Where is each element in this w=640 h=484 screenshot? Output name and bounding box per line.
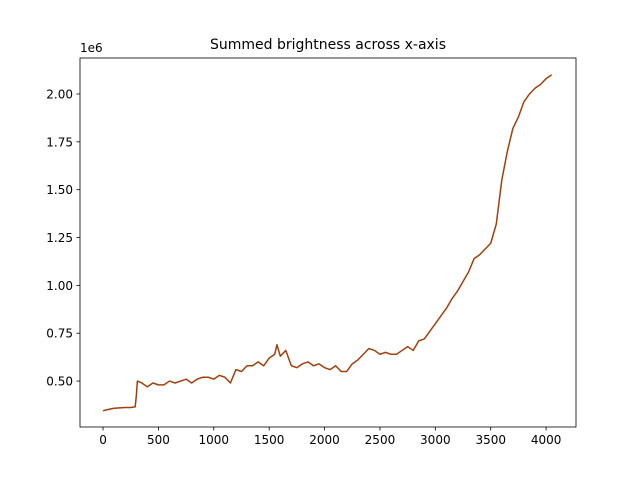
axes-frame [79,57,577,428]
y-tick-label: 1.50 [46,183,73,197]
x-tick-label: 3000 [420,433,451,447]
line [102,74,553,412]
y-tick-label: 1.25 [46,231,73,245]
x-tick-label: 500 [147,433,170,447]
x-tick-label: 2500 [365,433,396,447]
chart-title: Summed brightness across x-axis [210,37,446,53]
y-tick-label: 1.00 [46,279,73,293]
offset-text: 1e6 [80,41,103,55]
y-tick-label: 2.00 [46,87,73,101]
x-tick-label: 4000 [531,433,562,447]
x-tick-label: 2000 [309,433,340,447]
x-tick-label: 1500 [254,433,285,447]
x-tick-label: 3500 [475,433,506,447]
y-tick-label: 0.75 [46,327,73,341]
x-tick-label: 1000 [199,433,230,447]
y-tick-label: 0.50 [46,375,73,389]
x-tick-label: 0 [99,433,107,447]
y-tick-label: 1.75 [46,135,73,149]
